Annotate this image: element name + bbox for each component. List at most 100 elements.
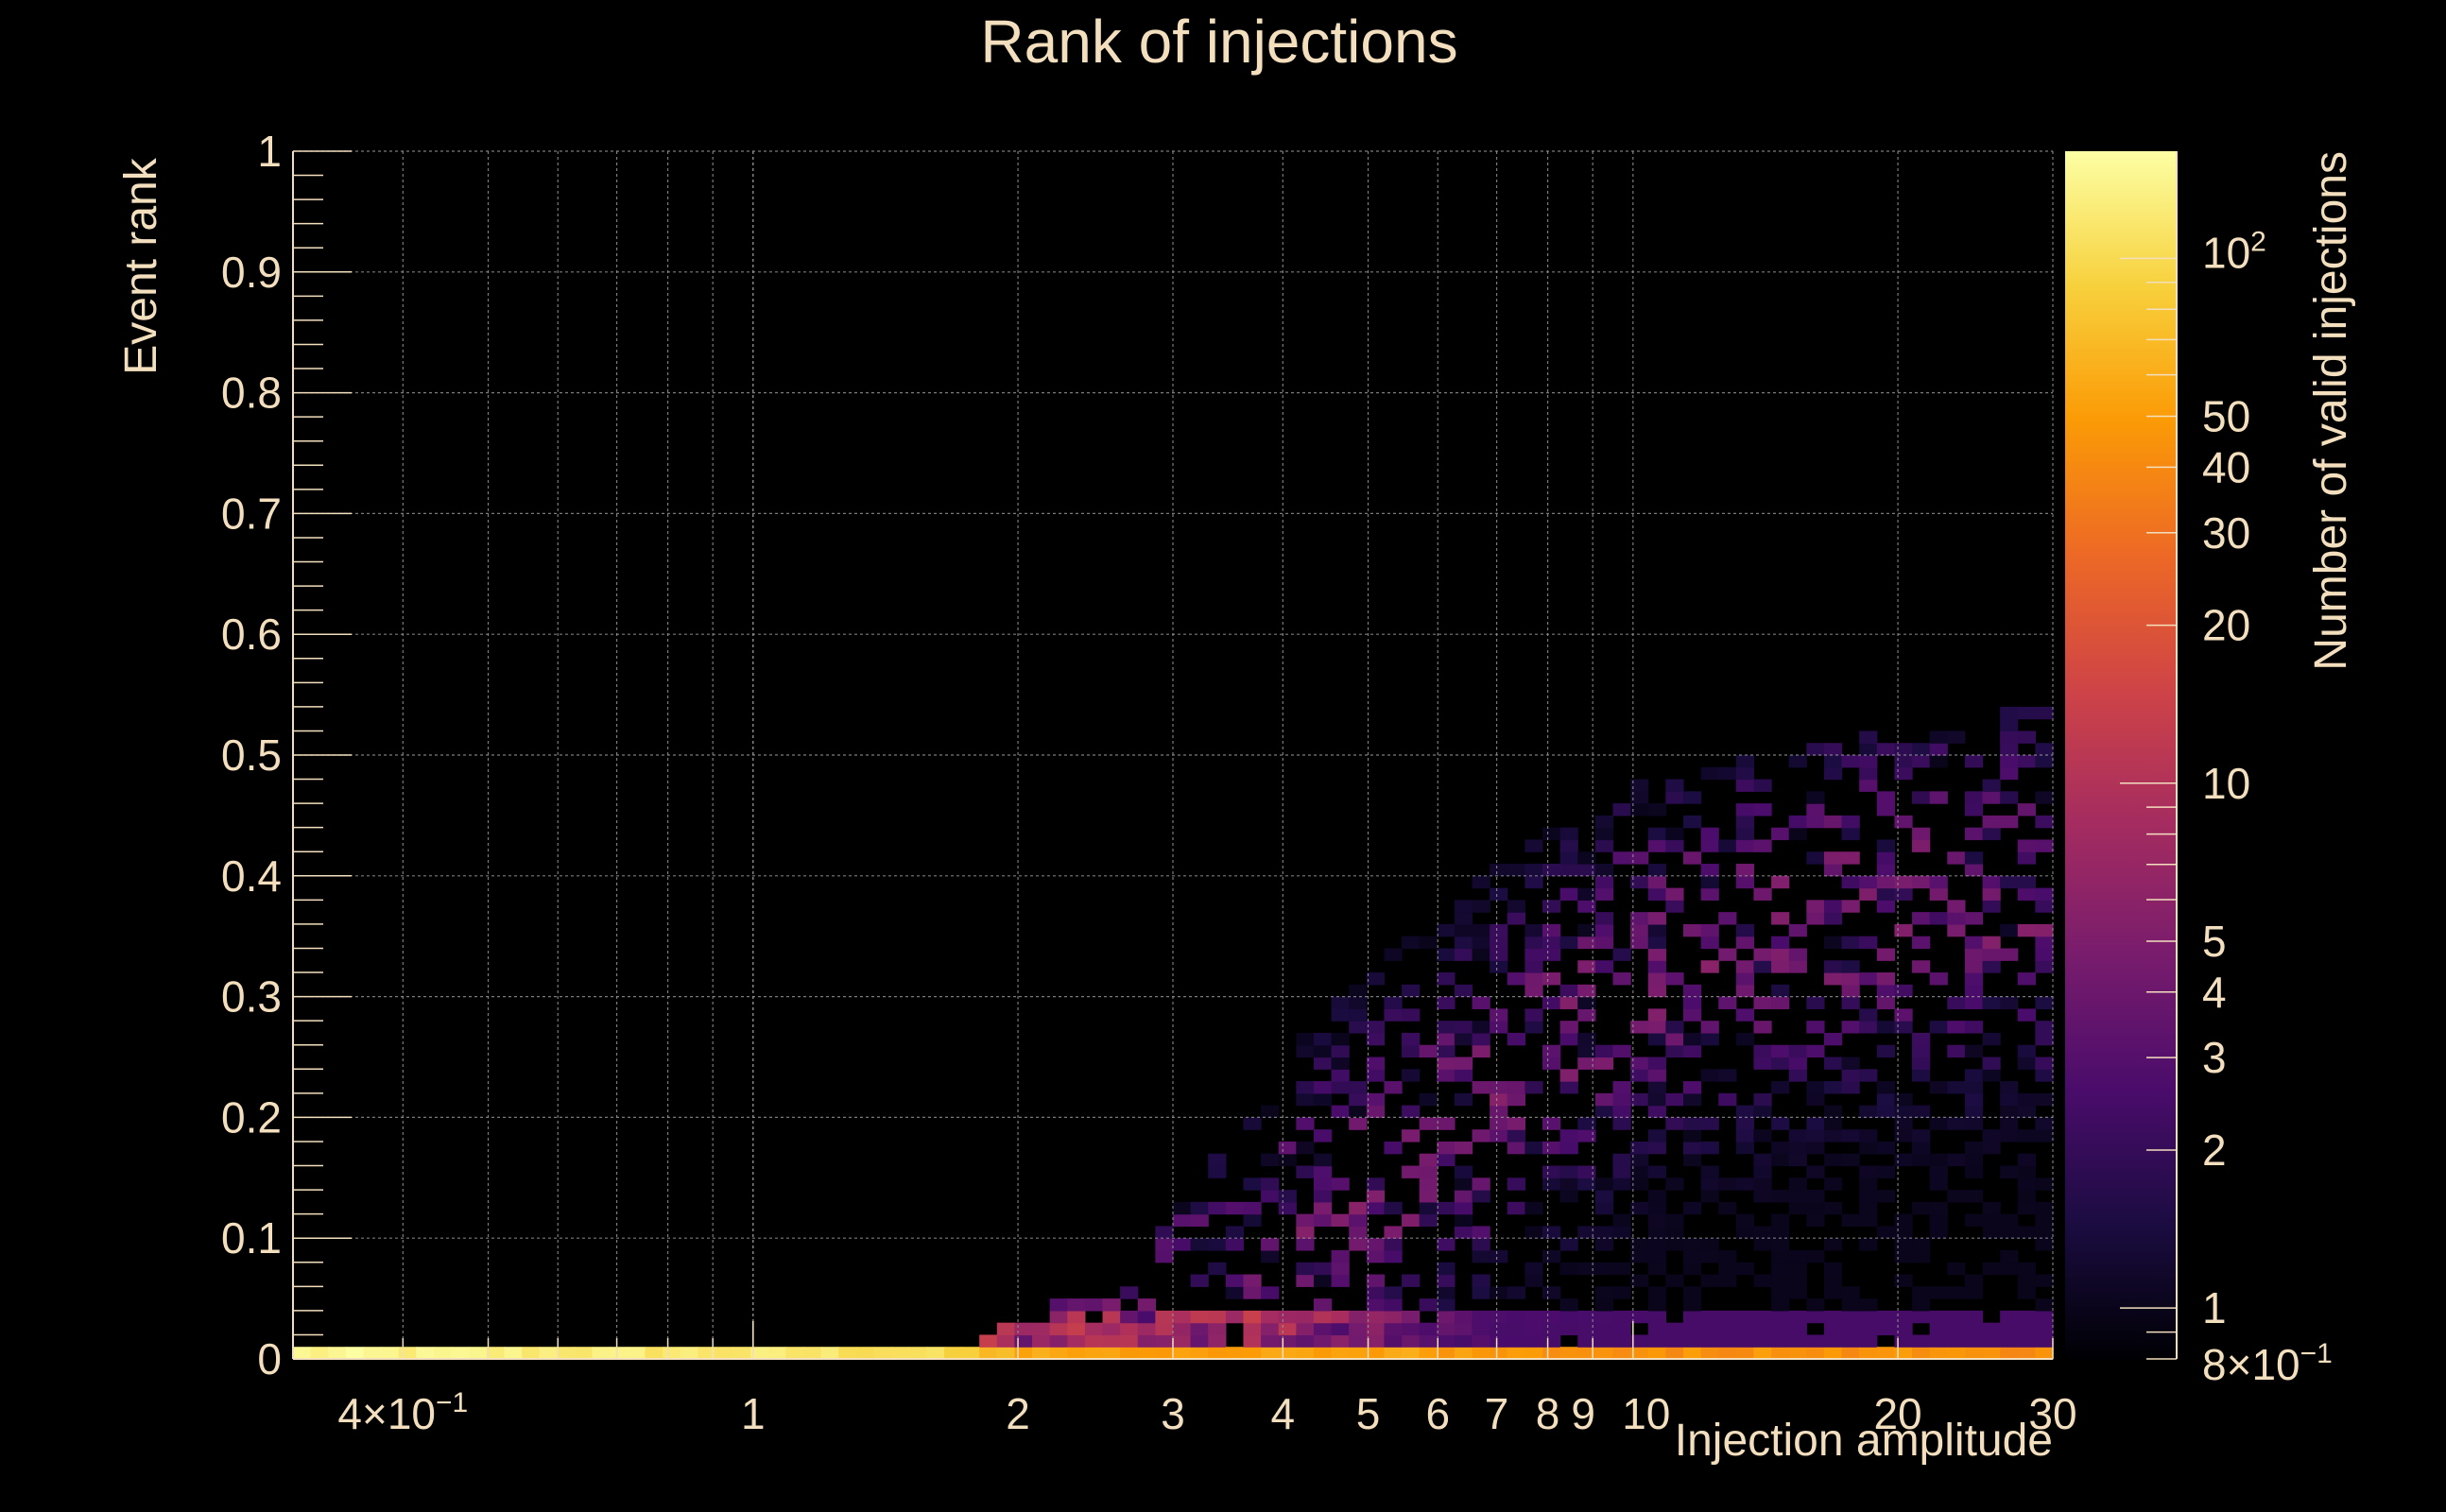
heatmap-cell [1912,1334,1931,1348]
heatmap-cell [1788,815,1807,829]
heatmap-cell [1594,1310,1614,1324]
heatmap-cell [1137,1334,1156,1348]
heatmap-cell [1841,827,1860,841]
heatmap-cell [1665,1117,1684,1130]
heatmap-cell [1577,1165,1596,1178]
heatmap-cell [1788,1347,1807,1360]
heatmap-cell [1542,1334,1561,1348]
heatmap-cell [1331,1334,1350,1348]
heatmap-cell [1823,1310,1843,1324]
heatmap-cell [1577,851,1596,865]
heatmap-cell [1823,900,1843,913]
heatmap-cell [2035,1092,2054,1107]
heatmap-cell [1912,1310,1931,1324]
heatmap-cell [1366,1286,1386,1299]
heatmap-cell [1982,887,2001,901]
heatmap-cell [979,1347,998,1360]
heatmap-cell [1894,1153,1913,1167]
heatmap-cell [1912,1032,1931,1046]
heatmap-cell [1982,815,2001,829]
heatmap-cell [1454,1322,1473,1336]
heatmap-cell [1049,1347,1068,1360]
heatmap-cell [1349,1226,1368,1239]
heatmap-cell [1472,1177,1490,1191]
heatmap-cell [1296,1226,1315,1239]
heatmap-cell [1982,948,2001,961]
heatmap-cell [1313,1310,1333,1324]
heatmap-cell [1437,1044,1456,1058]
heatmap-cell [1630,1177,1649,1191]
heatmap-cell [1753,1274,1772,1287]
heatmap-cell [1647,1262,1666,1276]
heatmap-cell [2017,1008,2036,1022]
heatmap-cell [1647,1141,1666,1155]
heatmap-cell [1700,766,1719,781]
x-tick-labels: 4×10−1 1 2 3 4 5 6 7 8 9 10 20 30 [337,1387,2076,1438]
heatmap-cell [1384,1238,1403,1251]
heatmap-cell [1912,1286,1931,1299]
heatmap-cell [1788,1190,1807,1203]
heatmap-cell [996,1334,1016,1348]
heatmap-cells [293,706,2054,1360]
heatmap-cell [1876,803,1896,816]
heatmap-cell [1806,1081,1825,1094]
heatmap-cell [1507,1177,1525,1191]
heatmap-cell [1313,1334,1333,1348]
heatmap-cell [1313,1057,1333,1070]
heatmap-cell [1788,1322,1807,1336]
heatmap-cell [2000,923,2019,937]
heatmap-cell [1788,923,1807,937]
heatmap-cell [1454,1201,1473,1215]
heatmap-cell [979,1334,998,1348]
heatmap-cell [1964,912,1984,925]
heatmap-cell [1894,1117,1913,1130]
heatmap-cell [2000,730,2019,744]
heatmap-cell [1331,1213,1350,1228]
heatmap-cell [1594,1322,1614,1336]
heatmap-cell [1735,972,1755,986]
heatmap-cell [2017,1129,2036,1143]
heatmap-cell [2035,815,2054,829]
heatmap-cell [1823,972,1843,986]
heatmap-cell [1823,1286,1843,1299]
heatmap-cell [363,1347,382,1360]
heatmap-cell [1964,972,1984,986]
heatmap-cell [1823,912,1843,925]
heatmap-cell [1735,1262,1755,1276]
heatmap-cell [1753,1021,1772,1034]
heatmap-cell [1894,1249,1913,1263]
heatmap-cell [1771,1322,1790,1336]
heatmap-cell [1366,1032,1386,1046]
heatmap-cell [1718,1334,1737,1348]
heatmap-cell [1419,1322,1438,1336]
heatmap-cell [1876,851,1896,865]
heatmap-cell [1771,984,1790,998]
heatmap-cell [1735,766,1755,781]
heatmap-cell [1929,1081,1948,1094]
heatmap-cell [1859,1201,1878,1215]
heatmap-cell [1718,948,1737,961]
heatmap-cell [1876,1190,1896,1203]
heatmap-cell [1384,1334,1403,1348]
heatmap-cell [1490,1021,1508,1034]
heatmap-cell [1718,1177,1737,1191]
heatmap-cell [1577,1262,1596,1276]
heatmap-cell [2017,923,2036,937]
heatmap-cell [1472,1190,1490,1203]
heatmap-cell [1594,923,1614,937]
heatmap-cell [1084,1298,1104,1312]
heatmap-cell [1700,864,1719,877]
heatmap-cell [1929,912,1948,925]
heatmap-cell [2017,1334,2036,1348]
heatmap-cell [1771,875,1790,889]
heatmap-cell [1665,1322,1684,1336]
heatmap-cell [1577,864,1596,877]
heatmap-cell [1559,984,1578,998]
heatmap-cell [1735,864,1755,877]
heatmap-cell [680,1347,698,1360]
heatmap-cell [1753,1057,1772,1070]
heatmap-cell [1682,1262,1702,1276]
heatmap-cell [1876,839,1896,852]
heatmap-cell [2017,1190,2036,1203]
heatmap-cell [1735,1032,1755,1046]
